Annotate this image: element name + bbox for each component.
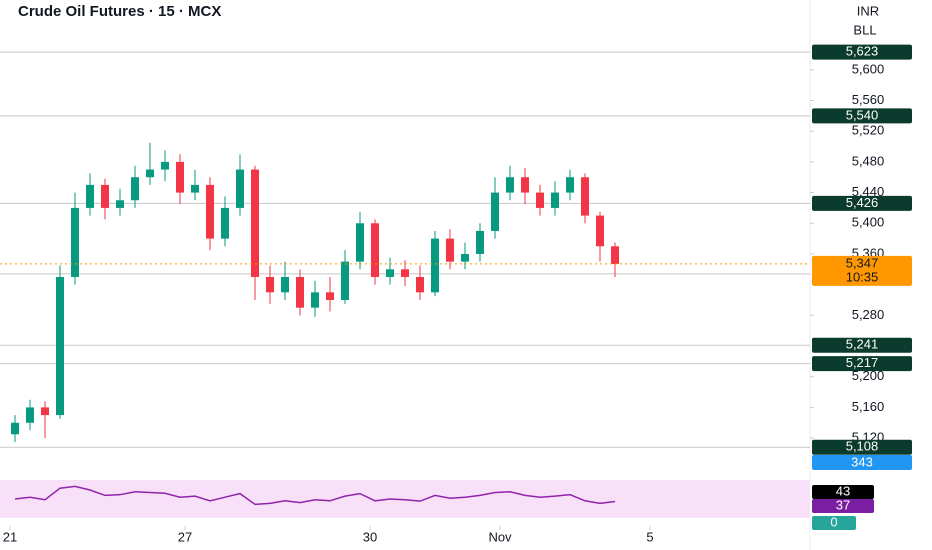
countdown: 10:35 (846, 269, 879, 284)
candle-body (146, 169, 154, 178)
level-tag (812, 195, 912, 211)
candle-body (491, 192, 499, 231)
candle-body (446, 238, 454, 262)
level-label: 5,241 (846, 337, 879, 352)
candle-body (191, 184, 199, 193)
rsi-ma-tag (812, 499, 874, 513)
candle-body (11, 422, 19, 435)
level-label: 5,108 (846, 439, 879, 454)
candle-body (536, 192, 544, 208)
y-tick-label: 5,200 (852, 368, 885, 383)
candle-body (116, 200, 124, 208)
lower-pane-label: 0 (830, 514, 837, 529)
y-tick-label: 5,280 (852, 307, 885, 322)
x-tick-label: 27 (178, 529, 192, 544)
candle-body (281, 276, 289, 293)
candle-body (221, 207, 229, 239)
rsi-label: 43 (836, 483, 850, 498)
rsi-ma-label: 37 (836, 497, 850, 512)
level-label: 5,540 (846, 107, 879, 122)
level-label: 5,623 (846, 44, 879, 59)
candle-body (401, 269, 409, 277)
candle-body (476, 230, 484, 254)
candle-body (416, 276, 424, 293)
level-tag (812, 439, 912, 455)
candle-body (611, 246, 619, 264)
y-tick-label: 5,480 (852, 153, 885, 168)
candle-body (56, 276, 64, 416)
candle-body (26, 407, 34, 423)
x-tick-label: Nov (488, 529, 512, 544)
candle-body (506, 177, 514, 193)
candle-body (431, 238, 439, 293)
rsi-tag (812, 485, 874, 499)
last-price-tag (812, 255, 912, 286)
x-tick-label: 5 (646, 529, 653, 544)
y-tick-label: 5,560 (852, 92, 885, 107)
level-tag (812, 356, 912, 372)
candle-body (131, 177, 139, 201)
candle-body (326, 292, 334, 300)
candle-body (176, 161, 184, 193)
volume-label: 343 (851, 454, 873, 469)
candle-body (551, 192, 559, 208)
x-tick-label: 30 (363, 529, 377, 544)
candle-body (461, 253, 469, 262)
currency[interactable]: INR (857, 3, 879, 18)
y-tick-label: 5,520 (852, 123, 885, 138)
rsi-line (14, 485, 616, 506)
candle-body (71, 207, 79, 277)
candle-body (236, 169, 244, 208)
candle-body (41, 407, 49, 416)
y-tick-label: 5,160 (852, 399, 885, 414)
candle-body (521, 177, 529, 193)
x-tick-label: 21 (3, 529, 17, 544)
lower-pane-tag (812, 516, 856, 530)
candle-body (371, 223, 379, 277)
level-tag (812, 108, 912, 124)
y-tick-label: 5,440 (852, 184, 885, 199)
level-tag (812, 44, 912, 60)
y-tick-label: 5,600 (852, 61, 885, 76)
candle-body (386, 269, 394, 277)
candle-body (251, 169, 259, 277)
indicator[interactable]: BLL (853, 22, 876, 37)
level-tag (812, 337, 912, 353)
candle-body (101, 184, 109, 208)
candle-body (311, 292, 319, 308)
candle-body (356, 223, 364, 262)
chart-title[interactable]: Crude Oil Futures · 15 · MCX (18, 3, 221, 20)
y-tick-label: 5,400 (852, 215, 885, 230)
candle-body (206, 184, 214, 239)
candle-body (296, 276, 304, 308)
last-price-label: 5,347 (846, 255, 879, 270)
candle-body (341, 261, 349, 300)
level-label: 5,217 (846, 355, 879, 370)
candle-body (566, 177, 574, 193)
candle-body (266, 276, 274, 293)
candle-body (86, 184, 94, 208)
candle-body (596, 215, 604, 247)
volume-tag (812, 455, 912, 470)
candle-body (581, 177, 589, 216)
level-label: 5,426 (846, 195, 879, 210)
candle-body (161, 161, 169, 170)
